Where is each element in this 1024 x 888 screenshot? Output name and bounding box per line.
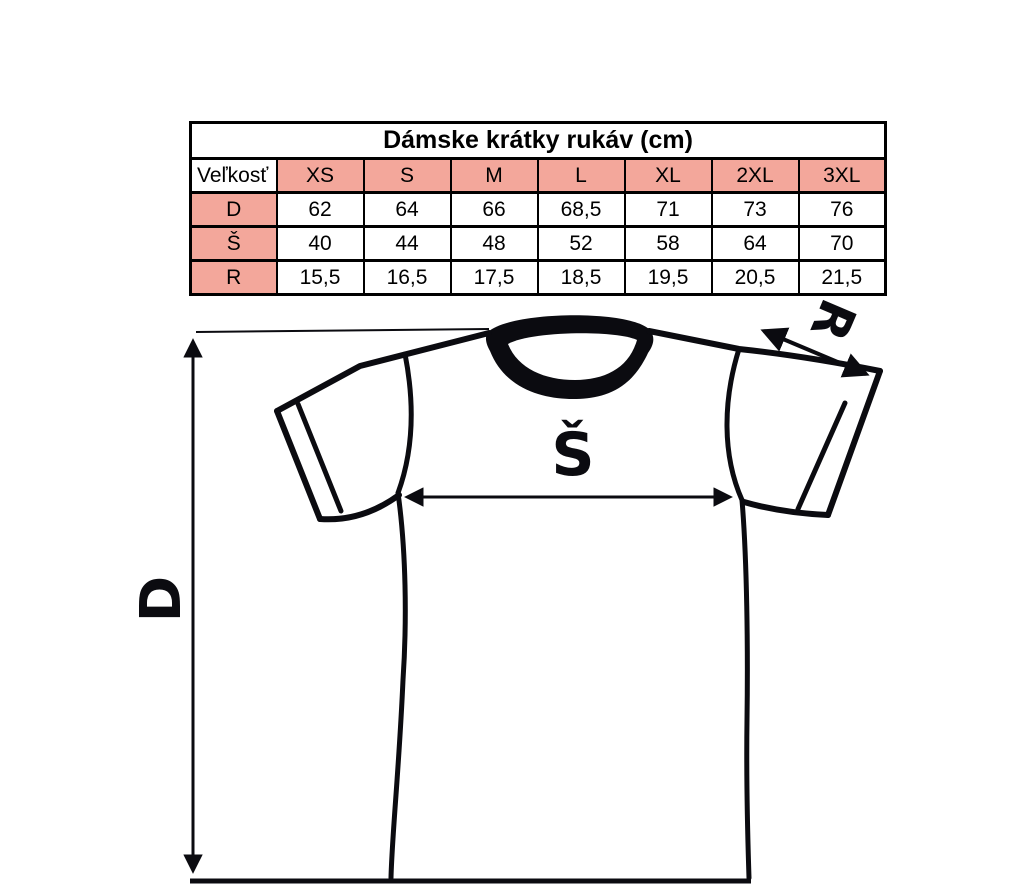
- header-xl: XL: [623, 157, 713, 194]
- cell-s-3xl: 70: [797, 225, 887, 262]
- table-row-r: R 15,5 16,5 17,5 18,5 19,5 20,5 21,5: [189, 259, 887, 296]
- table-row-d: D 62 64 66 68,5 71 73 76: [189, 191, 887, 228]
- sleeve-arrow: [760, 327, 870, 378]
- cell-r-l: 18,5: [536, 259, 626, 296]
- header-xs: XS: [275, 157, 365, 194]
- header-3xl: 3XL: [797, 157, 887, 194]
- header-size-label: Veľkosť: [189, 157, 278, 194]
- cell-r-s: 16,5: [362, 259, 452, 296]
- table-header-row: Veľkosť XS S M L XL 2XL 3XL: [189, 157, 887, 194]
- cell-s-xs: 40: [275, 225, 365, 262]
- length-top-reference-line: [195, 328, 490, 333]
- cell-d-3xl: 76: [797, 191, 887, 228]
- cell-d-m: 66: [449, 191, 539, 228]
- cell-r-3xl: 21,5: [797, 259, 887, 296]
- row-label-d: D: [189, 191, 278, 228]
- cell-d-xs: 62: [275, 191, 365, 228]
- cell-d-l: 68,5: [536, 191, 626, 228]
- right-side-seam: [739, 497, 752, 881]
- cell-r-m: 17,5: [449, 259, 539, 296]
- cell-s-s: 44: [362, 225, 452, 262]
- cell-s-2xl: 64: [710, 225, 800, 262]
- cell-s-xl: 58: [623, 225, 713, 262]
- cell-s-l: 52: [536, 225, 626, 262]
- header-m: M: [449, 157, 539, 194]
- table-title-row: Dámske krátky rukáv (cm): [189, 121, 887, 160]
- width-label: Š: [551, 420, 595, 490]
- cell-d-2xl: 73: [710, 191, 800, 228]
- left-side-seam: [388, 490, 408, 881]
- table-row-s: Š 40 44 48 52 58 64 70: [189, 225, 887, 262]
- right-sleeve-cuff-inner: [795, 400, 848, 512]
- left-armhole-seam: [395, 351, 414, 496]
- cell-d-xl: 71: [623, 191, 713, 228]
- left-sleeve-cuff-outer: [274, 408, 323, 522]
- header-l: L: [536, 157, 626, 194]
- right-sleeve-underside: [741, 499, 831, 518]
- cell-r-xl: 19,5: [623, 259, 713, 296]
- size-table: Dámske krátky rukáv (cm) Veľkosť XS S M …: [189, 121, 888, 296]
- cell-d-s: 64: [362, 191, 452, 228]
- cell-r-xs: 15,5: [275, 259, 365, 296]
- tshirt-collar: [485, 315, 654, 399]
- right-armhole-seam: [724, 346, 745, 503]
- cell-s-m: 48: [449, 225, 539, 262]
- cell-r-2xl: 20,5: [710, 259, 800, 296]
- row-label-s: Š: [189, 225, 278, 262]
- header-2xl: 2XL: [710, 157, 800, 194]
- table-title: Dámske krátky rukáv (cm): [189, 121, 887, 160]
- row-label-r: R: [189, 259, 278, 296]
- left-sleeve-cuff-inner: [295, 401, 344, 514]
- left-sleeve-underside: [317, 492, 402, 523]
- left-shoulder-seam: [274, 330, 492, 414]
- length-label: D: [129, 575, 194, 623]
- right-sleeve-cuff-outer: [825, 368, 883, 518]
- header-s: S: [362, 157, 452, 194]
